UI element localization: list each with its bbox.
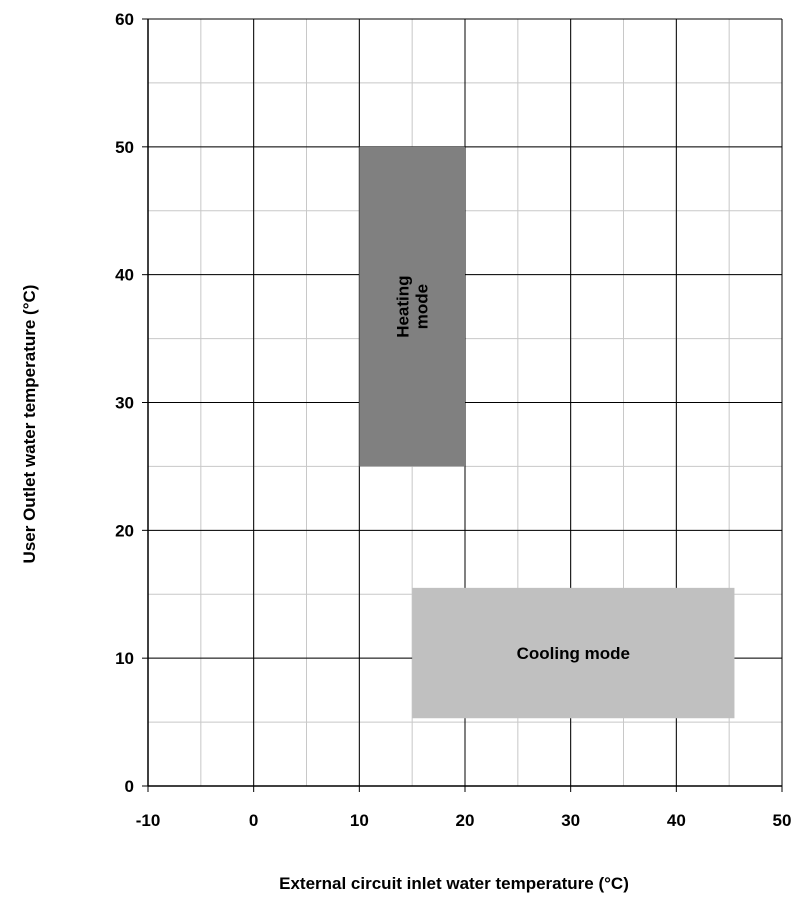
y-tick-labels: 0 10 20 30 40 50 60 — [115, 10, 134, 796]
x-tick-label: 30 — [561, 811, 580, 830]
heating-mode-label: Heating mode — [394, 275, 432, 337]
y-tick-label: 30 — [115, 394, 134, 413]
x-tick-label: 40 — [667, 811, 686, 830]
x-axis-title: External circuit inlet water temperature… — [279, 874, 629, 893]
cooling-mode-label: Cooling mode — [517, 644, 630, 663]
y-tick-label: 50 — [115, 138, 134, 157]
x-tick-label: -10 — [136, 811, 161, 830]
x-tick-label: 10 — [350, 811, 369, 830]
heating-mode-region — [359, 146, 465, 467]
y-tick-label: 10 — [115, 649, 134, 668]
x-tick-label: 0 — [249, 811, 258, 830]
operating-regions: Heating mode Cooling mode — [359, 146, 735, 719]
y-tick-label: 20 — [115, 521, 134, 540]
y-axis-title: User Outlet water temperature (°C) — [20, 285, 39, 564]
cooling-mode-region — [412, 587, 735, 719]
y-tick-label: 0 — [125, 777, 134, 796]
y-tick-label: 40 — [115, 266, 134, 285]
x-tick-labels: -10 0 10 20 30 40 50 — [136, 811, 792, 830]
region-label-line: mode — [413, 284, 432, 329]
y-tick-label: 60 — [115, 10, 134, 29]
x-tick-label: 20 — [456, 811, 475, 830]
x-tick-label: 50 — [773, 811, 792, 830]
axes — [142, 18, 783, 792]
region-label-line: Heating — [394, 275, 413, 337]
